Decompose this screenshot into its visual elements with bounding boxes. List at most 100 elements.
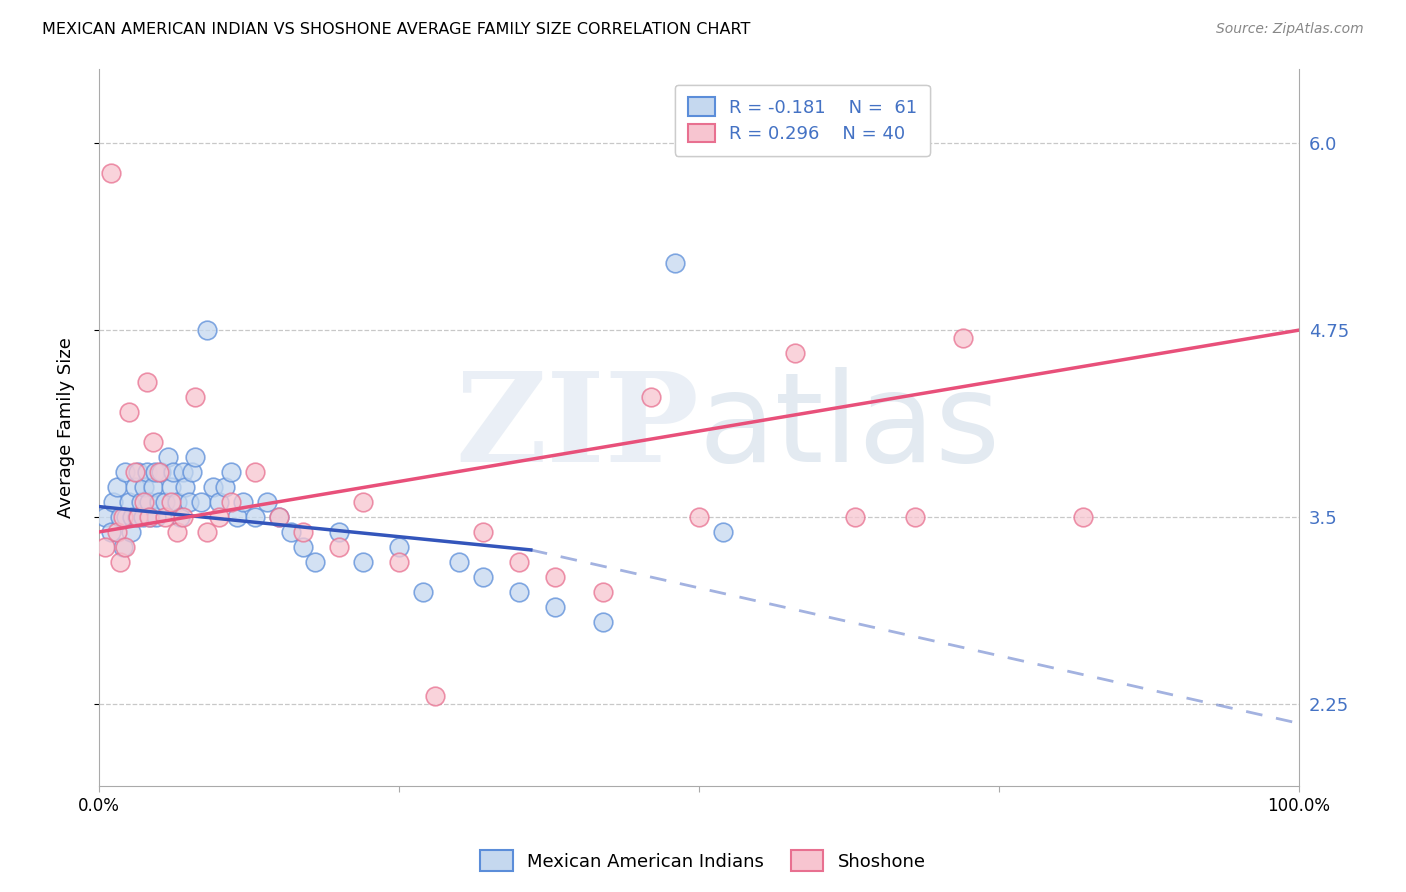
Point: [592, 615, 614, 629]
Point: [388, 540, 411, 554]
Point: [139, 510, 162, 524]
Point: [142, 435, 165, 450]
Point: [508, 584, 530, 599]
Point: [138, 495, 160, 509]
Text: ZIP: ZIP: [456, 367, 699, 488]
Point: [172, 510, 194, 524]
Point: [121, 510, 143, 524]
Point: [153, 495, 176, 509]
Point: [114, 465, 136, 479]
Point: [844, 510, 866, 524]
Point: [291, 524, 314, 539]
Point: [664, 256, 686, 270]
Point: [267, 510, 290, 524]
Point: [1071, 510, 1094, 524]
Point: [118, 405, 141, 419]
Point: [105, 480, 128, 494]
Point: [94, 510, 117, 524]
Point: [120, 524, 142, 539]
Point: [134, 495, 156, 509]
Point: [508, 555, 530, 569]
Point: [153, 510, 176, 524]
Point: [195, 524, 218, 539]
Point: [304, 555, 326, 569]
Point: [280, 524, 302, 539]
Point: [166, 495, 188, 509]
Point: [243, 465, 266, 479]
Point: [135, 465, 157, 479]
Point: [162, 465, 184, 479]
Point: [952, 331, 974, 345]
Point: [145, 510, 167, 524]
Point: [127, 510, 149, 524]
Point: [219, 465, 242, 479]
Point: [544, 570, 567, 584]
Point: [214, 480, 236, 494]
Point: [134, 480, 156, 494]
Y-axis label: Average Family Size: Average Family Size: [58, 337, 75, 517]
Point: [169, 510, 191, 524]
Point: [111, 510, 134, 524]
Point: [195, 323, 218, 337]
Legend: R = -0.181    N =  61, R = 0.296    N = 40: R = -0.181 N = 61, R = 0.296 N = 40: [675, 85, 929, 156]
Legend: Mexican American Indians, Shoshone: Mexican American Indians, Shoshone: [472, 843, 934, 879]
Point: [138, 510, 160, 524]
Point: [143, 465, 166, 479]
Point: [640, 391, 662, 405]
Point: [111, 540, 134, 554]
Point: [471, 524, 494, 539]
Point: [904, 510, 927, 524]
Point: [688, 510, 710, 524]
Point: [388, 555, 411, 569]
Point: [181, 465, 204, 479]
Point: [243, 510, 266, 524]
Point: [148, 495, 170, 509]
Point: [94, 540, 117, 554]
Point: [115, 510, 138, 524]
Point: [135, 376, 157, 390]
Point: [352, 495, 374, 509]
Point: [328, 540, 350, 554]
Point: [256, 495, 278, 509]
Point: [447, 555, 470, 569]
Point: [110, 555, 132, 569]
Point: [150, 465, 173, 479]
Point: [110, 510, 132, 524]
Point: [412, 584, 434, 599]
Point: [471, 570, 494, 584]
Point: [783, 345, 806, 359]
Point: [174, 480, 197, 494]
Point: [267, 510, 290, 524]
Point: [100, 166, 122, 180]
Point: [166, 524, 188, 539]
Point: [103, 495, 125, 509]
Point: [114, 540, 136, 554]
Point: [118, 495, 141, 509]
Point: [208, 510, 231, 524]
Point: [124, 465, 146, 479]
Point: [190, 495, 212, 509]
Point: [184, 450, 207, 465]
Point: [208, 495, 231, 509]
Point: [142, 480, 165, 494]
Text: Source: ZipAtlas.com: Source: ZipAtlas.com: [1216, 22, 1364, 37]
Point: [711, 524, 734, 539]
Point: [105, 524, 128, 539]
Point: [159, 480, 181, 494]
Point: [423, 690, 446, 704]
Point: [225, 510, 247, 524]
Point: [132, 510, 155, 524]
Point: [159, 495, 181, 509]
Point: [219, 495, 242, 509]
Point: [592, 584, 614, 599]
Point: [328, 524, 350, 539]
Point: [100, 524, 122, 539]
Point: [127, 465, 149, 479]
Point: [177, 495, 200, 509]
Point: [184, 391, 207, 405]
Point: [129, 495, 152, 509]
Text: MEXICAN AMERICAN INDIAN VS SHOSHONE AVERAGE FAMILY SIZE CORRELATION CHART: MEXICAN AMERICAN INDIAN VS SHOSHONE AVER…: [42, 22, 751, 37]
Point: [544, 599, 567, 614]
Point: [352, 555, 374, 569]
Text: atlas: atlas: [699, 367, 1001, 488]
